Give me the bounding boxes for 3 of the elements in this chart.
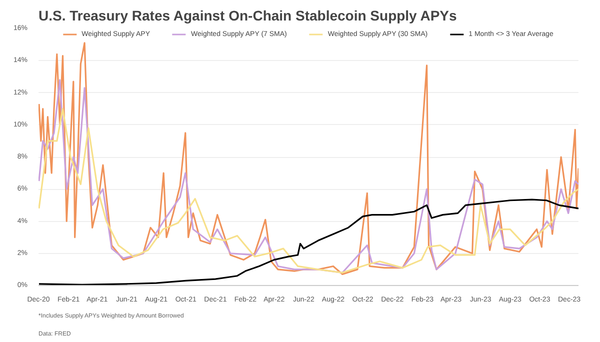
chart-title: U.S. Treasury Rates Against On-Chain Stablecoin Supply APYs: [38, 8, 457, 24]
line-series: [38, 198, 578, 286]
line-series: [38, 42, 578, 276]
